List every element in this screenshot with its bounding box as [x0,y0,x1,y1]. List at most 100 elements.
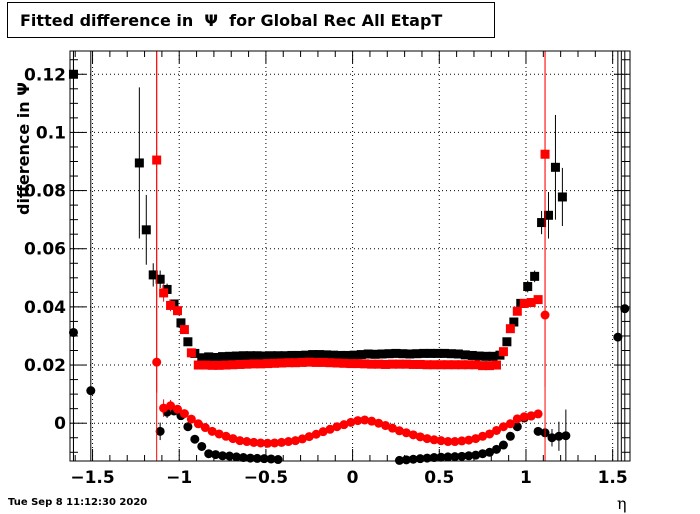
data-point-square [485,361,495,371]
data-point-square [325,358,335,368]
data-point-circle [498,422,508,432]
data-point-square [377,349,387,359]
data-point-circle [179,409,189,419]
y-tick-label: 0.06 [24,240,66,260]
chart-title: Fitted difference in Ψ for Global Rec Al… [7,2,495,38]
data-point-square [315,350,325,360]
data-point-circle [457,451,467,461]
data-point-square [197,353,207,363]
data-point-circle [443,452,453,462]
data-point-square [356,350,366,360]
data-point-square [453,349,463,359]
data-point-square [287,350,297,360]
data-point-square [290,358,300,368]
data-point-square [207,360,217,370]
data-point-circle [245,453,255,463]
data-point-circle [360,415,370,425]
x-axis-label: η [617,494,627,513]
data-point-circle [498,440,508,450]
data-point-circle [561,431,571,441]
data-point-square [433,348,443,358]
data-point-circle [190,434,200,444]
data-point-circle [273,455,283,465]
data-point-circle [505,419,515,429]
data-point-square [193,360,203,370]
data-point-circle [436,436,446,446]
timestamp: Tue Sep 8 11:12:30 2020 [8,497,148,508]
data-point-square [419,348,429,358]
data-point-circle [197,441,207,451]
data-point-circle [505,431,515,441]
data-point-square [155,274,165,284]
data-point-circle [242,437,252,447]
data-point-square [370,349,380,359]
data-point-circle [387,423,397,433]
data-point-square [436,360,446,370]
data-point-circle [221,431,231,441]
x-tick-label: 0.5 [424,468,454,488]
data-point-circle [283,437,293,447]
data-point-square [502,337,512,347]
data-point-square [200,360,210,370]
data-point-circle [422,453,432,463]
data-point-square [429,360,439,370]
x-tick-label: 1.5 [598,468,628,488]
data-point-square [426,348,436,358]
data-point-circle [193,419,203,429]
data-point-square [225,351,235,361]
data-point-circle [450,437,460,447]
data-point-circle [464,451,474,461]
data-point-circle [304,432,314,442]
data-point-square [488,351,498,361]
data-point-circle [374,418,384,428]
data-point-circle [464,435,474,445]
data-point-circle [613,332,623,342]
data-point-square [467,350,477,360]
data-point-circle [512,414,522,424]
data-point-circle [422,434,432,444]
data-point-square [166,300,176,310]
data-point-square [405,349,415,359]
data-point-square [335,350,345,360]
data-point-circle [450,452,460,462]
x-tick-label: −1.5 [70,468,114,488]
data-point-circle [228,434,238,444]
data-point-square [322,350,332,360]
data-point-square [450,360,460,370]
data-point-square [218,352,228,362]
data-point-square [214,360,224,370]
data-point-square [297,357,307,367]
data-point-square [277,358,287,368]
data-point-circle [235,436,245,446]
y-axis-label: difference in Ψ [14,82,33,215]
data-point-square [308,350,318,360]
data-point-square [443,360,453,370]
data-point-circle [492,444,502,454]
data-point-circle [547,433,557,443]
data-point-square [235,359,245,369]
data-point-square [498,347,508,357]
data-point-square [401,359,411,369]
data-point-square [391,348,401,358]
y-tick-label: 0 [54,414,66,434]
data-point-square [294,350,304,360]
data-point-square [228,360,238,370]
x-tick-label: −0.5 [244,468,288,488]
data-point-circle [256,438,266,448]
data-point-circle [207,426,217,436]
data-point-circle [394,426,404,436]
data-point-circle [297,434,307,444]
data-point-square [332,358,342,368]
data-point-circle [485,447,495,457]
data-point-square [439,348,449,358]
y-tick-label: 0.1 [36,123,66,143]
data-point-circle [311,429,321,439]
data-point-circle [86,386,96,396]
data-point-square [238,351,248,361]
data-point-square [256,359,266,369]
data-point-circle [436,452,446,462]
data-point-square [318,357,328,367]
data-point-square [519,298,529,308]
data-point-circle [218,451,228,461]
plot-frame [70,51,630,461]
